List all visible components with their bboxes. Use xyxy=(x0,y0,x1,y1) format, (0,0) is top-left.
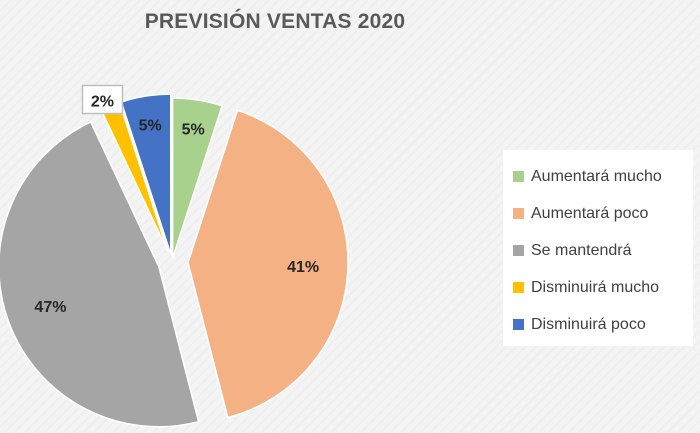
legend-item-se-mantendra: Se mantendrá xyxy=(513,232,693,269)
legend-label: Aumentará poco xyxy=(531,204,649,222)
pie-slice-aumentara-mucho xyxy=(171,97,224,259)
chart-title: PREVISIÓN VENTAS 2020 xyxy=(144,10,406,33)
legend-swatch xyxy=(513,282,524,293)
data-label-se-mantendra: 47% xyxy=(34,299,66,316)
legend-item-disminuira-mucho: Disminuirá mucho xyxy=(513,269,693,306)
legend-label: Disminuirá mucho xyxy=(531,278,660,296)
legend-swatch xyxy=(513,171,524,182)
legend-label: Disminuirá poco xyxy=(531,315,646,333)
legend-item-disminuira-poco: Disminuirá poco xyxy=(513,306,693,343)
legend: Aumentará mucho Aumentará poco Se mantendr… xyxy=(503,150,693,346)
data-label-disminuira-mucho: 2% xyxy=(91,93,114,110)
pie-slice-aumentara-poco xyxy=(187,109,349,419)
data-label-disminuira-poco: 5% xyxy=(139,118,162,135)
legend-item-aumentara-mucho: Aumentará mucho xyxy=(513,158,693,195)
data-label-aumentara-poco: 41% xyxy=(287,259,319,276)
data-label-disminuira-mucho-box xyxy=(81,84,124,115)
legend-item-aumentara-poco: Aumentará poco xyxy=(513,195,693,232)
legend-swatch xyxy=(513,245,524,256)
legend-swatch xyxy=(513,208,524,219)
pie-slice-se-mantendra xyxy=(0,120,200,428)
data-label-aumentara-mucho: 5% xyxy=(182,121,205,138)
legend-label: Se mantendrá xyxy=(531,241,632,259)
legend-label: Aumentará mucho xyxy=(531,167,662,185)
legend-swatch xyxy=(513,319,524,330)
